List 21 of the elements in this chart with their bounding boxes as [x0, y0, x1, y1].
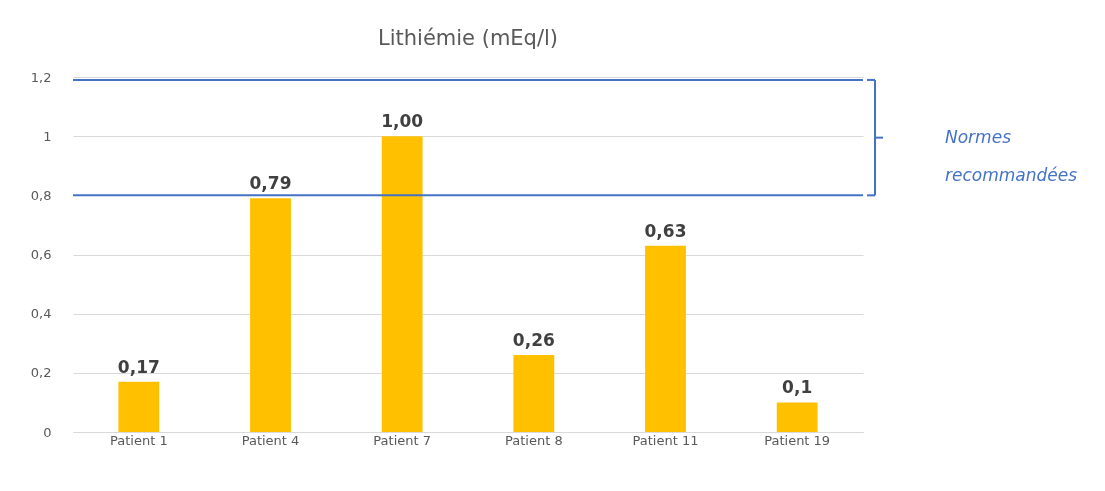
x-tick-label: Patient 19 [764, 432, 831, 448]
x-tick-label: Patient 4 [241, 432, 300, 448]
data-label: 0,26 [512, 330, 555, 351]
y-tick-label: 1 [43, 128, 52, 144]
y-tick-label: 0,8 [30, 187, 52, 203]
y-tick-label: 0,4 [30, 306, 52, 322]
data-label: 0,63 [644, 220, 687, 241]
data-label: 1,00 [381, 111, 424, 132]
y-tick-label: 0,6 [30, 247, 52, 262]
x-tick-label: Patient 8 [505, 432, 563, 448]
y-tick-label: 1,2 [30, 69, 52, 85]
x-tick-label: Patient 11 [632, 432, 699, 448]
data-label: 0,79 [249, 173, 292, 194]
chart-title: Lithiémie (mEq/l) [377, 26, 559, 50]
y-tick-label: 0 [43, 424, 52, 440]
x-tick-label: Patient 1 [110, 432, 168, 448]
y-tick-label: 0,2 [30, 365, 52, 381]
data-label: 0,17 [117, 356, 160, 377]
data-label: 0,1 [782, 377, 813, 398]
x-tick-label: Patient 7 [373, 432, 431, 448]
text: Normes recommandées [945, 126, 1078, 185]
